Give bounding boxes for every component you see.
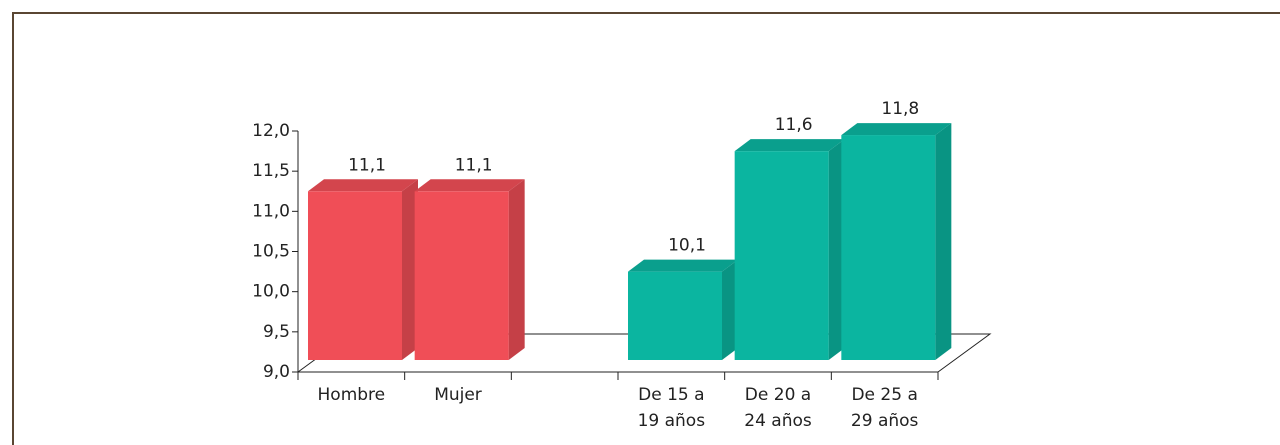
bar-front <box>308 191 402 360</box>
bar-front <box>628 271 722 360</box>
bar-top <box>414 179 525 192</box>
bar-side <box>402 179 418 360</box>
value-label: 11,8 <box>881 99 919 119</box>
bar-side <box>935 123 952 360</box>
bar <box>841 123 952 360</box>
bar-top <box>841 123 952 136</box>
value-label: 11,6 <box>775 115 813 135</box>
bar <box>628 259 738 360</box>
x-tick-label-line: De 15 a <box>638 385 704 405</box>
x-tick-label: De 20 a 24 años <box>744 385 812 431</box>
bar <box>308 179 418 360</box>
bar-side <box>508 179 525 360</box>
value-label: 11,1 <box>455 155 493 175</box>
bar-top <box>628 259 738 272</box>
bar <box>734 139 845 360</box>
frame <box>12 12 1280 445</box>
bar-top <box>734 139 845 152</box>
bar-front <box>734 151 829 360</box>
y-tick-label: 10,0 <box>252 282 290 302</box>
bar-side <box>722 259 738 360</box>
value-label: 11,1 <box>348 155 386 175</box>
bar-side <box>828 139 845 360</box>
y-tick-label: 11,5 <box>252 161 290 181</box>
bar-top <box>308 179 418 192</box>
y-tick-label: 9,0 <box>263 362 290 382</box>
x-tick-label-line: De 25 a <box>851 385 917 405</box>
y-tick-label: 12,0 <box>252 121 290 141</box>
x-tick-label-line: 19 años <box>638 411 706 431</box>
x-tick-label: De 25 a 29 años <box>851 385 919 431</box>
y-tick-label: 11,0 <box>252 201 290 221</box>
x-tick-label-line: De 20 a <box>745 385 811 405</box>
bar-front <box>414 191 509 360</box>
y-tick-label: 9,5 <box>263 322 290 342</box>
y-tick-label: 10,5 <box>252 242 290 262</box>
value-label: 10,1 <box>668 236 706 256</box>
bar-front <box>841 135 936 360</box>
x-tick-label-line: 24 años <box>744 411 812 431</box>
x-tick-label: Mujer <box>434 385 482 405</box>
x-tick-label: Hombre <box>318 385 386 405</box>
x-tick-label-line: 29 años <box>851 411 919 431</box>
x-tick-label: De 15 a 19 años <box>638 385 706 431</box>
bar <box>414 179 525 360</box>
